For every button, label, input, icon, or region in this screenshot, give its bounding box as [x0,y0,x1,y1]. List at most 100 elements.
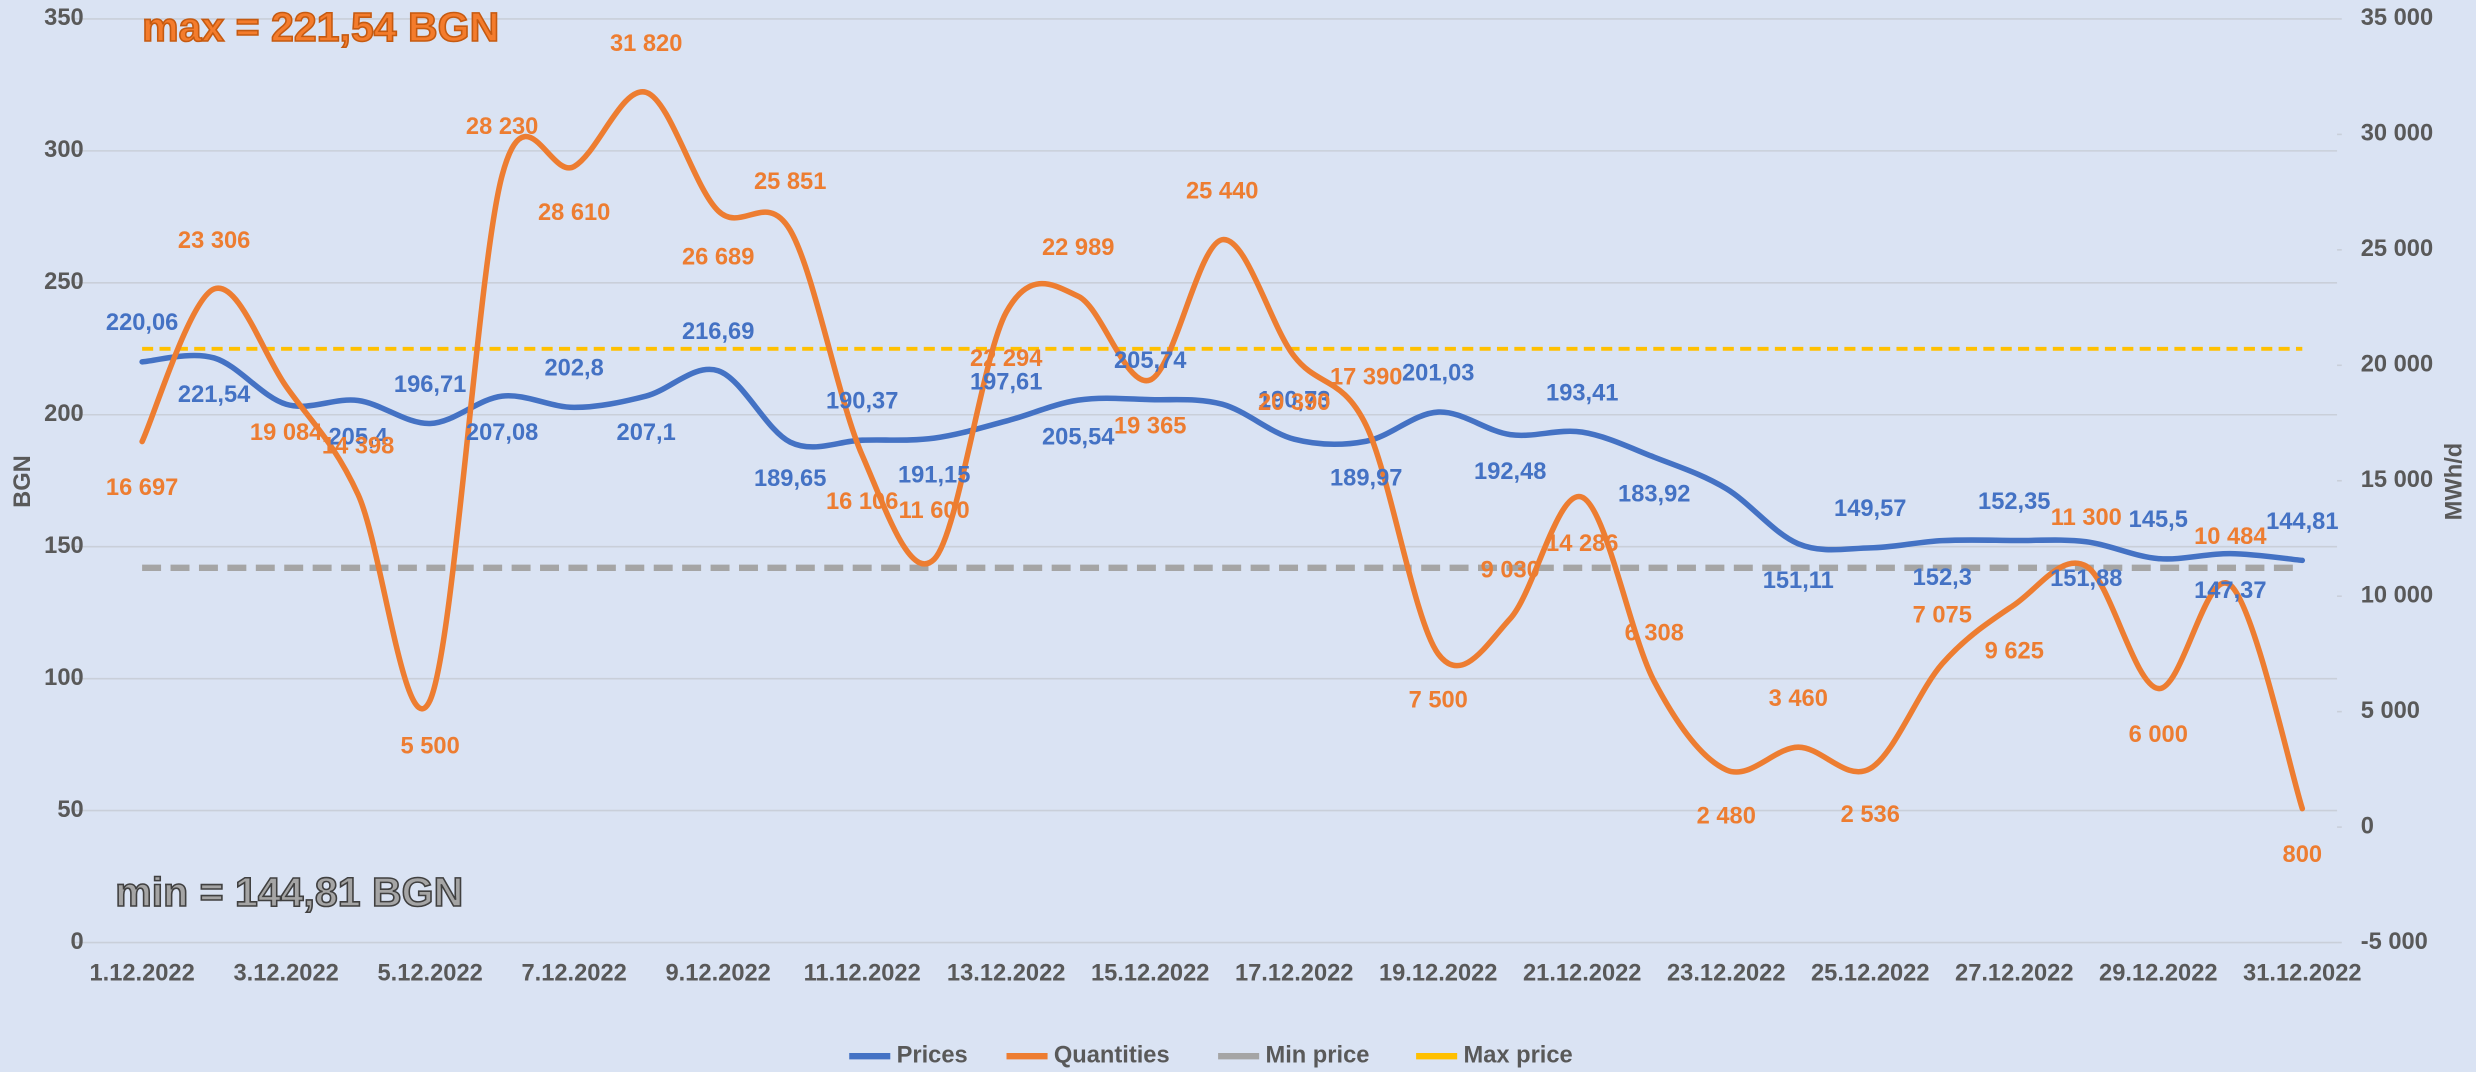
data-label: 205,4 [329,425,389,451]
y-tick-label: 50 [57,797,83,823]
data-label: 22 989 [1042,235,1114,261]
data-label: 196,71 [394,372,466,398]
x-tick-label: 3.12.2022 [233,960,338,986]
x-tick-label: 13.12.2022 [947,960,1065,986]
x-tick-label: 1.12.2022 [89,960,194,986]
x-tick-label: 15.12.2022 [1091,960,1209,986]
x-tick-label: 27.12.2022 [1955,960,2073,986]
data-label: 16 697 [106,475,178,501]
data-label: 189,65 [754,466,826,492]
data-label: 207,1 [617,420,676,446]
y-tick-label: 150 [44,533,84,559]
data-label: 144,81 [2266,509,2338,535]
data-label: 22 294 [970,346,1043,372]
series-line [139,89,2306,812]
data-label: 5 500 [401,734,460,760]
data-label: 28 230 [466,114,538,140]
data-label: 197,61 [970,369,1042,395]
y-tick-label: 300 [44,137,84,163]
series-line [139,352,2306,564]
data-label: 149,57 [1834,496,1906,522]
legend-label: Min price [1265,1042,1369,1068]
data-label: 23 306 [178,228,250,254]
y-tick-label: 0 [71,929,84,955]
data-label: 2 536 [1841,802,1900,828]
legend-label: Prices [897,1042,968,1068]
x-tick-label: 31.12.2022 [2243,960,2361,986]
data-label: 190,37 [826,389,898,415]
data-label: 205,54 [1042,424,1115,450]
data-label: 7 075 [1913,603,1972,629]
legend-label: Max price [1463,1042,1572,1068]
data-label: 151,11 [1763,568,1834,594]
data-label: 207,08 [466,420,538,446]
data-label: 147,37 [2194,578,2266,604]
x-tick-label: 17.12.2022 [1235,960,1353,986]
y2-tick-label: 35 000 [2361,5,2433,31]
data-label: 152,3 [1913,565,1972,591]
y-axis-title: BGN [10,455,36,508]
y-tick-label: 350 [44,5,84,31]
data-label: 19 084 [250,420,323,446]
y2-tick-label: 5 000 [2361,698,2420,724]
data-label: 800 [2283,842,2323,868]
data-label: 25 851 [754,169,826,195]
x-tick-label: 25.12.2022 [1811,960,1929,986]
x-tick-label: 7.12.2022 [521,960,626,986]
x-tick-label: 19.12.2022 [1379,960,1497,986]
data-label: 6 308 [1625,620,1684,646]
data-label: 16 106 [826,489,898,515]
y2-tick-label: 25 000 [2361,236,2433,262]
data-label: 17 390 [1330,364,1402,390]
data-label: 14 398 [322,434,394,460]
data-label: 145,5 [2129,507,2188,533]
data-label: 7 500 [1409,688,1468,714]
y2-axis-title: MWh/d [2442,443,2468,521]
data-label: 216,69 [682,319,754,345]
data-label: 28 610 [538,200,610,226]
data-label: 19 365 [1114,414,1186,440]
data-label: 20 390 [1258,390,1330,416]
data-label: 9 030 [1481,557,1540,583]
data-label: 201,03 [1402,360,1474,386]
y2-tick-label: -5 000 [2361,929,2428,955]
data-label: 183,92 [1618,481,1690,507]
x-tick-label: 5.12.2022 [377,960,482,986]
x-tick-label: 23.12.2022 [1667,960,1785,986]
y-tick-label: 200 [44,401,84,427]
data-label: 9 625 [1985,638,2044,664]
data-label: 11 300 [2051,505,2122,531]
data-label: 14 286 [1546,531,1618,557]
data-label: 25 440 [1186,179,1258,205]
data-label: 202,8 [545,356,604,382]
data-label: 191,15 [898,462,970,488]
data-label: 2 480 [1697,803,1756,829]
data-label: 221,54 [178,382,251,408]
y2-tick-label: 15 000 [2361,467,2433,493]
annotation: max = 221,54 BGN [142,4,499,50]
data-label: 190,73 [1258,388,1330,414]
x-tick-label: 29.12.2022 [2099,960,2217,986]
y-tick-label: 100 [44,665,84,691]
data-label: 10 484 [2194,524,2267,550]
data-label: 3 460 [1769,686,1828,712]
x-tick-label: 11.12.2022 [804,960,921,986]
x-tick-label: 21.12.2022 [1523,960,1641,986]
legend-label: Quantities [1054,1042,1170,1068]
data-label: 193,41 [1546,381,1618,407]
y2-tick-label: 20 000 [2361,352,2433,378]
data-label: 11 600 [899,498,970,524]
y2-tick-label: 10 000 [2361,582,2433,608]
data-label: 192,48 [1474,459,1546,485]
data-label: 6 000 [2129,722,2188,748]
y-tick-label: 250 [44,269,84,295]
data-label: 31 820 [610,31,682,57]
y2-tick-label: 30 000 [2361,121,2433,147]
data-label: 151,88 [2050,566,2122,592]
x-tick-label: 9.12.2022 [666,960,771,986]
y2-tick-label: 0 [2361,813,2374,839]
data-label: 205,74 [1114,348,1187,374]
data-label: 152,35 [1978,489,2050,515]
